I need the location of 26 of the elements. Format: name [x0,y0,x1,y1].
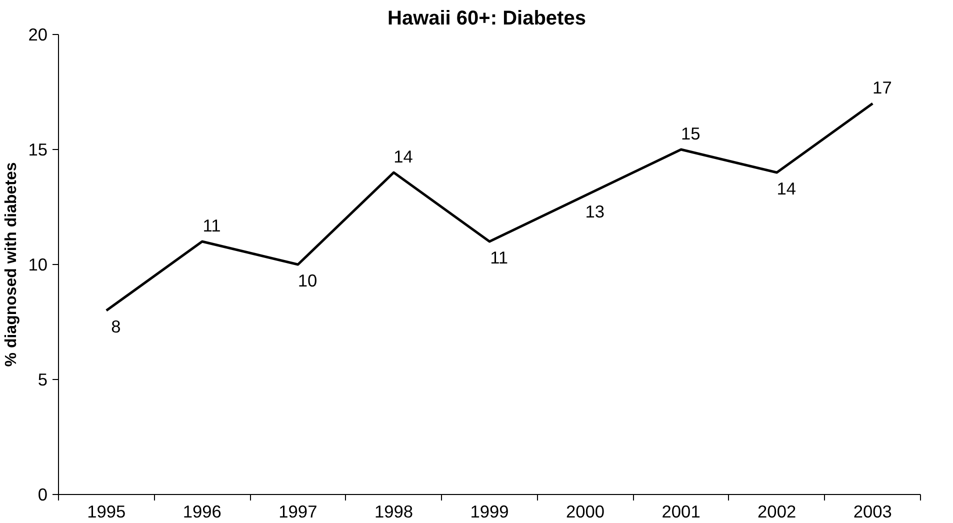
x-tick-label: 1997 [278,502,318,522]
y-axis-title: % diagnosed with diabetes [3,162,20,367]
data-label: 10 [298,270,318,290]
data-label: 11 [490,248,508,268]
x-tick-label: 2000 [566,502,605,522]
line-series [105,102,874,312]
y-tick-label: 20 [28,24,48,44]
x-tick-label: 2001 [662,502,700,522]
y-tick-label: 0 [38,484,48,504]
data-label: 15 [680,124,700,144]
data-label: 11 [202,216,221,236]
data-label: 17 [872,78,892,98]
x-tick-label: 2002 [758,502,796,522]
y-tick-label: 10 [28,254,48,274]
x-tick-label: 1999 [470,502,509,522]
data-label: 8 [111,316,121,336]
data-label: 14 [776,178,796,198]
x-tick-label: 1998 [374,502,414,522]
chart-title: Hawaii 60+: Diabetes [388,8,586,30]
data-label: 13 [585,202,604,222]
x-tick-label: 2003 [853,502,892,522]
x-tick-label: 1996 [182,502,222,522]
y-tick-label: 5 [38,370,48,390]
y-tick-label: 15 [28,140,48,160]
data-label: 14 [394,146,414,166]
x-tick-label: 1995 [87,502,126,522]
